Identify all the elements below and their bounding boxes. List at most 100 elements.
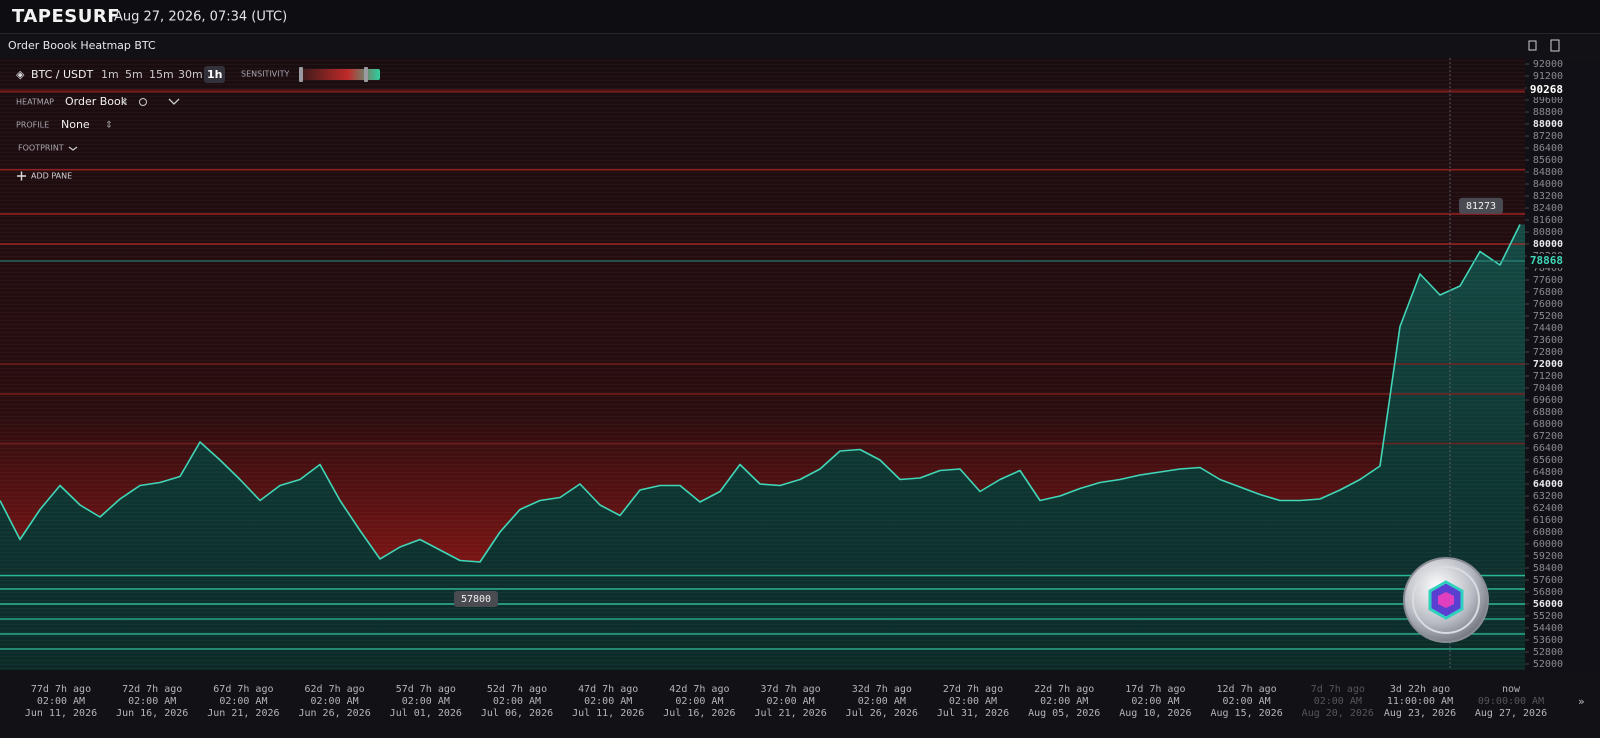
x-tick-label: 57d 7h ago: [396, 684, 456, 695]
y-tick-label: 65600: [1533, 455, 1563, 466]
x-tick-label: 52d 7h ago: [487, 684, 547, 695]
price-bubble: 81273: [1466, 201, 1496, 212]
x-tick-label: 02:00 AM: [1223, 696, 1271, 707]
slider-handle[interactable]: [299, 67, 303, 82]
sensitivity-slider[interactable]: [300, 69, 380, 80]
y-tick-label: 84800: [1533, 167, 1563, 178]
slider-handle[interactable]: [364, 67, 368, 82]
y-tick-label: 52800: [1533, 647, 1563, 658]
x-tick-label: 02:00 AM: [767, 696, 815, 707]
y-tick-label: 62400: [1533, 503, 1563, 514]
y-tick-label: 78400: [1533, 263, 1563, 274]
x-tick-label: Aug 15, 2026: [1210, 708, 1282, 719]
y-tick-label: 53600: [1533, 635, 1563, 646]
y-tick-label: 82400: [1533, 203, 1563, 214]
y-tick-label: 64800: [1533, 467, 1563, 478]
panel-title: Order Boook Heatmap BTC: [8, 39, 156, 52]
timeframe[interactable]: 1h: [207, 68, 223, 81]
x-tick-label: 7d 7h ago: [1311, 684, 1365, 695]
timeframe-active-bg: [204, 66, 225, 83]
y-tick-label: 75200: [1533, 311, 1563, 322]
symbol-icon: ◈: [16, 68, 25, 81]
x-tick-label: Jul 26, 2026: [846, 708, 918, 719]
x-tick-label: 32d 7h ago: [852, 684, 912, 695]
x-tick-label: 67d 7h ago: [213, 684, 273, 695]
x-tick-label: 02:00 AM: [402, 696, 450, 707]
x-tick-label: 02:00 AM: [128, 696, 176, 707]
y-tick-label: 63200: [1533, 491, 1563, 502]
price-flag: 90268: [1530, 83, 1563, 96]
x-tick-label: 3d 22h ago: [1390, 684, 1450, 695]
y-tick-label: 86400: [1533, 143, 1563, 154]
timeframe[interactable]: 5m: [125, 68, 143, 81]
x-tick-label: 72d 7h ago: [122, 684, 182, 695]
x-tick-label: 02:00 AM: [219, 696, 267, 707]
y-tick-label: 68000: [1533, 419, 1563, 430]
y-tick-label: 56000: [1533, 599, 1563, 610]
layer-value[interactable]: None: [61, 118, 90, 131]
timestamp: Aug 27, 2026, 07:34 (UTC): [114, 10, 287, 25]
y-tick-label: 66400: [1533, 443, 1563, 454]
x-tick-label: 02:00 AM: [493, 696, 541, 707]
expand-button[interactable]: [1550, 39, 1560, 52]
x-tick-label: 17d 7h ago: [1125, 684, 1185, 695]
y-tick-label: 74400: [1533, 323, 1563, 334]
x-tick-label: Aug 27, 2026: [1475, 708, 1547, 719]
y-tick-label: 72000: [1533, 359, 1563, 370]
timeframe[interactable]: 30m: [178, 68, 203, 81]
y-tick-label: 80800: [1533, 227, 1563, 238]
y-tick-label: 68800: [1533, 407, 1563, 418]
x-tick-label: 77d 7h ago: [31, 684, 91, 695]
expand-icon[interactable]: [168, 98, 180, 105]
y-tick-label: 73600: [1533, 335, 1563, 346]
select-arrow: ⇕: [121, 98, 129, 108]
visibility-icon[interactable]: [139, 98, 147, 106]
sensitivity-label: SENSITIVITY: [241, 70, 290, 79]
y-tick-label: 59200: [1533, 551, 1563, 562]
x-tick-label: Aug 05, 2026: [1028, 708, 1100, 719]
x-tick-label: 37d 7h ago: [760, 684, 820, 695]
add-pane[interactable]: ADD PANE: [31, 172, 72, 181]
price-flag-bg: [1527, 253, 1567, 268]
layer-value[interactable]: Order Book: [65, 95, 128, 108]
y-tick-label: 56800: [1533, 587, 1563, 598]
header-bar: [0, 0, 1600, 33]
y-tick-label: 88000: [1533, 119, 1563, 130]
scroll-right[interactable]: »: [1578, 695, 1585, 708]
y-tick-label: 72800: [1533, 347, 1563, 358]
y-tick-label: 89600: [1533, 95, 1563, 106]
symbol[interactable]: BTC / USDT: [31, 68, 94, 81]
x-tick-label: 02:00 AM: [675, 696, 723, 707]
timeframe[interactable]: 15m: [149, 68, 174, 81]
x-tick-label: Jul 11, 2026: [572, 708, 644, 719]
x-tick-label: 02:00 AM: [584, 696, 632, 707]
expand-icon[interactable]: [68, 146, 78, 151]
x-tick-label: Aug 23, 2026: [1384, 708, 1456, 719]
layer-label[interactable]: FOOTPRINT: [18, 144, 64, 153]
y-tick-label: 88800: [1533, 107, 1563, 118]
layer-label: PROFILE: [16, 121, 49, 130]
y-tick-label: 85600: [1533, 155, 1563, 166]
y-tick-label: 55200: [1533, 611, 1563, 622]
y-tick-label: 64000: [1533, 479, 1563, 490]
y-tick-label: 70400: [1533, 383, 1563, 394]
coin-logo: [1403, 557, 1489, 643]
minimize-button[interactable]: [1528, 40, 1537, 51]
y-tick-label: 52000: [1533, 659, 1563, 670]
x-tick-label: Jul 31, 2026: [937, 708, 1009, 719]
x-tick-label: 27d 7h ago: [943, 684, 1003, 695]
x-tick-label: Jul 16, 2026: [663, 708, 735, 719]
add-icon[interactable]: [17, 171, 26, 181]
y-tick-label: 61600: [1533, 515, 1563, 526]
y-tick-label: 81600: [1533, 215, 1563, 226]
x-tick-label: 02:00 AM: [311, 696, 359, 707]
timeframe[interactable]: 1m: [101, 68, 119, 81]
y-tick-label: 83200: [1533, 191, 1563, 202]
logo[interactable]: TAPESURF: [12, 6, 120, 27]
y-tick-label: 80000: [1533, 239, 1563, 250]
y-tick-label: 92000: [1533, 59, 1563, 70]
y-tick-label: 67200: [1533, 431, 1563, 442]
select-arrow: ⇕: [105, 121, 113, 131]
